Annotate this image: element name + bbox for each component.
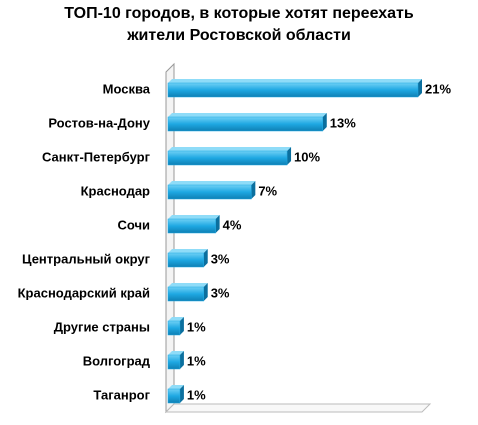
bar-side [215, 215, 220, 233]
value-label: 1% [187, 387, 206, 402]
bar-top [168, 283, 208, 287]
bar-top [168, 181, 256, 185]
value-label: 7% [258, 183, 277, 198]
axis-floor [164, 403, 432, 413]
category-label: Сочи [117, 217, 150, 232]
chart-title: ТОП-10 городов, в которые хотят переехат… [64, 5, 414, 22]
bar [167, 82, 419, 98]
value-label: 1% [187, 353, 206, 368]
category-label: Краснодарский край [18, 285, 150, 300]
value-label: 1% [187, 319, 206, 334]
bar-side [251, 181, 256, 199]
bar [167, 286, 204, 302]
bar-side [203, 249, 208, 267]
bar [167, 320, 181, 336]
bar-top [168, 249, 208, 253]
bar-top [168, 215, 220, 219]
category-label: Москва [103, 81, 151, 96]
bar [167, 252, 204, 268]
category-label: Другие страны [54, 319, 150, 334]
value-label: 3% [211, 251, 230, 266]
category-label: Ростов-на-Дону [48, 115, 150, 130]
category-label: Центральный округ [22, 251, 151, 266]
bar [167, 218, 216, 234]
bar [167, 150, 288, 166]
category-label: Санкт-Петербург [42, 149, 151, 164]
bar [167, 184, 252, 200]
value-label: 4% [223, 217, 242, 232]
bar-top [168, 351, 184, 355]
bar-top [168, 385, 184, 389]
bar-side [179, 385, 184, 403]
category-label: Таганрог [93, 387, 150, 402]
bar-side [322, 113, 327, 131]
bar [167, 354, 181, 370]
value-label: 3% [211, 285, 230, 300]
bar-top [168, 79, 422, 83]
bar-top [168, 113, 327, 117]
chart-title: жители Ростовской области [126, 27, 351, 44]
bar [167, 116, 324, 132]
bar-side [418, 79, 422, 97]
bar-side [203, 283, 208, 301]
bar [167, 388, 181, 404]
category-label: Краснодар [81, 183, 150, 198]
value-label: 13% [330, 115, 356, 130]
category-label: Волгоград [83, 353, 151, 368]
bar-side [179, 351, 184, 369]
bar-top [168, 147, 292, 151]
value-label: 21% [425, 81, 451, 96]
bar-side [179, 317, 184, 335]
bar-top [168, 317, 184, 321]
value-label: 10% [294, 149, 320, 164]
bar-side [287, 147, 292, 165]
